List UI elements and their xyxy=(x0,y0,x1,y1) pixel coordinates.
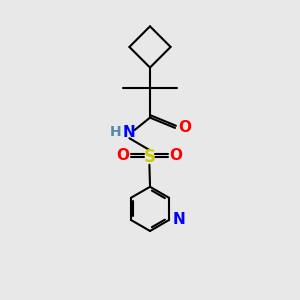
Text: O: O xyxy=(178,120,192,135)
Text: O: O xyxy=(169,148,182,164)
Text: N: N xyxy=(173,212,185,227)
Text: S: S xyxy=(143,148,155,166)
Text: N: N xyxy=(123,125,136,140)
Text: H: H xyxy=(110,125,121,139)
Text: O: O xyxy=(117,148,130,164)
